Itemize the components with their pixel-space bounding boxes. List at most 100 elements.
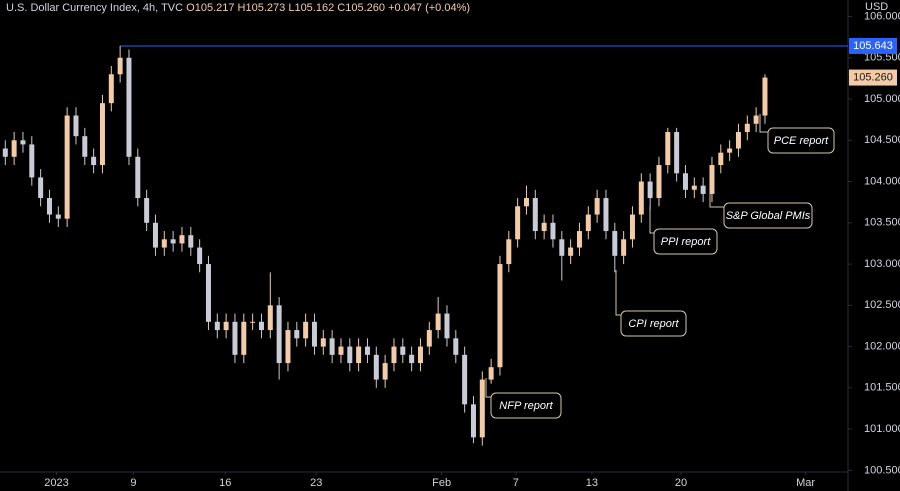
- x-tick-label: 9: [130, 477, 136, 489]
- annotation-box: [620, 310, 687, 337]
- annotation-box: [767, 127, 835, 154]
- candle-body: [638, 181, 644, 215]
- annotation-text: NFP report: [499, 400, 553, 412]
- candle-body: [479, 379, 485, 438]
- candle-body: [170, 239, 176, 244]
- candle-body: [108, 74, 114, 104]
- y-tick-label: 104.500: [864, 134, 900, 146]
- candle-body: [470, 404, 476, 438]
- y-tick-label: 101.500: [864, 382, 900, 394]
- candle-body: [356, 346, 362, 364]
- candle-body: [709, 165, 715, 194]
- candle-body: [647, 181, 653, 199]
- candle-body: [409, 354, 415, 364]
- candle-body: [338, 346, 344, 355]
- candle-body: [373, 354, 379, 380]
- y-tick-label: 102.500: [864, 299, 900, 311]
- candle-body: [691, 185, 697, 190]
- candle-body: [2, 148, 8, 157]
- candle-body: [674, 132, 680, 174]
- y-tick-label: 104.000: [864, 175, 900, 187]
- x-tick-label: 13: [586, 477, 598, 489]
- symbol-name: U.S. Dollar Currency Index, 4h, TVC: [6, 2, 183, 14]
- candle-body: [267, 305, 273, 331]
- candle-body: [541, 222, 547, 232]
- candle-body: [250, 321, 256, 323]
- y-tick-label: 103.500: [864, 217, 900, 229]
- y-tick-label: 105.500: [864, 52, 900, 64]
- candle-body: [144, 198, 150, 223]
- candle-body: [135, 156, 141, 199]
- candle-body: [188, 235, 194, 248]
- ohlc-value: L105.162: [288, 2, 334, 14]
- candle-body: [462, 354, 468, 405]
- candle-body: [91, 156, 97, 166]
- x-tick-label: Feb: [432, 477, 451, 489]
- candle-body: [718, 152, 724, 166]
- candle-body: [179, 235, 185, 244]
- candle-body: [585, 214, 591, 232]
- candle-body: [276, 305, 282, 364]
- candle-body: [426, 330, 432, 347]
- candle-body: [29, 144, 35, 178]
- candle-body: [223, 321, 229, 331]
- candle-body: [82, 136, 88, 157]
- y-tick-label: 101.000: [864, 423, 900, 435]
- x-tick-label: 23: [310, 477, 322, 489]
- candle-body: [303, 321, 309, 339]
- candle-body: [232, 321, 238, 355]
- ohlc-value: C105.260: [337, 2, 385, 14]
- y-tick-label: 105.000: [864, 93, 900, 105]
- candle-body: [152, 222, 158, 248]
- candle-body: [744, 123, 750, 133]
- chart-header: U.S. Dollar Currency Index, 4h, TVC O105…: [6, 2, 470, 14]
- candle-body: [665, 132, 671, 166]
- candle-body: [11, 140, 17, 157]
- candle-body: [594, 198, 600, 215]
- x-tick-label: 7: [513, 477, 519, 489]
- annotation-text: PCE report: [774, 135, 829, 147]
- candle-body: [550, 222, 556, 240]
- candle-body: [20, 140, 26, 145]
- candle-body: [364, 346, 370, 355]
- candle-body: [515, 206, 521, 240]
- y-tick-label: 100.500: [864, 464, 900, 476]
- candle-body: [46, 198, 52, 215]
- candle-body: [612, 231, 618, 256]
- candle-body: [435, 313, 441, 331]
- ohlc-value: +0.047 (+0.04%): [388, 2, 470, 14]
- candle-body: [55, 214, 61, 219]
- annotation-box: [653, 228, 718, 255]
- candle-body: [762, 77, 768, 116]
- annotation-pointer: [709, 190, 724, 208]
- candle-body: [488, 367, 494, 380]
- candle-body: [532, 198, 538, 232]
- annotation-pointer: [649, 206, 654, 234]
- high-price-label: 105.643: [853, 40, 893, 52]
- candle-body: [400, 346, 406, 355]
- candle-body: [506, 239, 512, 265]
- candle-body: [73, 115, 79, 137]
- high-price-tag: [849, 37, 897, 54]
- candle-body: [117, 57, 123, 75]
- annotation-pointer: [759, 114, 768, 133]
- y-tick-label: 102.000: [864, 340, 900, 352]
- y-tick-label: 103.000: [864, 258, 900, 270]
- candle-body: [99, 103, 105, 166]
- annotation-pointer: [615, 270, 621, 316]
- candle-body: [417, 346, 423, 364]
- candle-body: [391, 346, 397, 364]
- candle-body: [347, 346, 353, 364]
- candle-body: [444, 313, 450, 339]
- ohlc-value: H105.273: [238, 2, 286, 14]
- ohlc-value: O105.217: [186, 2, 234, 14]
- candle-body: [161, 239, 167, 248]
- annotation-box: [723, 202, 813, 229]
- candle-body: [241, 321, 247, 355]
- annotation-pointer: [485, 378, 491, 398]
- candle-body: [700, 185, 706, 194]
- candle-body: [559, 239, 565, 256]
